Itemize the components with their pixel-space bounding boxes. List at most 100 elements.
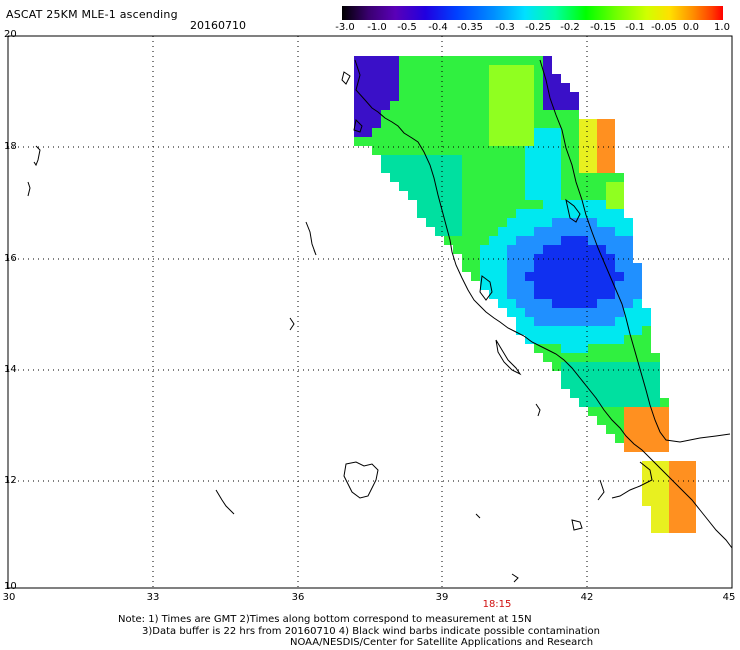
- swath-cell: [543, 110, 552, 119]
- swath-cell: [471, 119, 480, 128]
- swath-cell: [633, 443, 642, 452]
- swath-cell: [417, 74, 426, 83]
- swath-cell: [363, 128, 372, 137]
- swath-cell: [561, 272, 570, 281]
- swath-cell: [444, 164, 453, 173]
- swath-cell: [444, 182, 453, 191]
- swath-cell: [507, 263, 516, 272]
- swath-cell: [390, 83, 399, 92]
- swath-cell: [363, 110, 372, 119]
- swath-cell: [489, 245, 498, 254]
- swath-cell: [552, 218, 561, 227]
- swath-cell: [444, 119, 453, 128]
- swath-cell: [435, 155, 444, 164]
- swath-cell: [516, 137, 525, 146]
- swath-cell: [426, 182, 435, 191]
- product-date: 20160710: [190, 19, 246, 32]
- swath-cell: [408, 83, 417, 92]
- swath-cell: [534, 308, 543, 317]
- swath-cell: [642, 353, 651, 362]
- swath-cell: [624, 344, 633, 353]
- swath-cell: [588, 371, 597, 380]
- swath-cell: [570, 344, 579, 353]
- swath-cell: [534, 191, 543, 200]
- swath-cell: [480, 101, 489, 110]
- swath-cell: [570, 380, 579, 389]
- swath-cell: [489, 173, 498, 182]
- swath-cell: [624, 389, 633, 398]
- swath-cell: [498, 281, 507, 290]
- swath-cell: [453, 155, 462, 164]
- swath-cell: [498, 200, 507, 209]
- colorbar-labels: -3.0 -1.0 -0.5 -0.4 -0.35 -0.3 -0.25 -0.…: [330, 22, 735, 36]
- swath-cell: [408, 128, 417, 137]
- swath-cell: [354, 128, 363, 137]
- swath-cell: [570, 191, 579, 200]
- swath-cell: [642, 308, 651, 317]
- swath-cell: [435, 164, 444, 173]
- swath-cell: [390, 128, 399, 137]
- swath-cell: [606, 164, 615, 173]
- swath-cell: [588, 380, 597, 389]
- swath-cell: [588, 218, 597, 227]
- swath-cell: [651, 515, 660, 524]
- swath-cell: [498, 290, 507, 299]
- swath-cell: [381, 128, 390, 137]
- swath-cell: [462, 110, 471, 119]
- lat-label: 12: [4, 475, 17, 486]
- swath-cell: [516, 308, 525, 317]
- swath-cell: [615, 335, 624, 344]
- swath-cell: [525, 128, 534, 137]
- swath-cell: [480, 209, 489, 218]
- swath-cell: [606, 416, 615, 425]
- swath-cell: [480, 155, 489, 164]
- swath-cell: [552, 209, 561, 218]
- lon-label: 30: [2, 592, 16, 603]
- swath-cell: [399, 182, 408, 191]
- swath-cell: [507, 110, 516, 119]
- swath-cell: [615, 191, 624, 200]
- swath-cell: [534, 236, 543, 245]
- swath-cell: [489, 218, 498, 227]
- note-line-1: Note: 1) Times are GMT 2)Times along bot…: [118, 614, 532, 625]
- swath-cell: [642, 398, 651, 407]
- swath-cell: [588, 128, 597, 137]
- swath-cell: [408, 155, 417, 164]
- swath-cell: [462, 182, 471, 191]
- swath-cell: [624, 443, 633, 452]
- swath-cell: [417, 110, 426, 119]
- swath-cell: [453, 110, 462, 119]
- swath-cell: [552, 137, 561, 146]
- swath-cell: [615, 308, 624, 317]
- swath-cell: [426, 119, 435, 128]
- swath-cell: [606, 146, 615, 155]
- swath-cell: [453, 128, 462, 137]
- swath-cell: [651, 389, 660, 398]
- swath-cell: [399, 137, 408, 146]
- swath-cell: [399, 56, 408, 65]
- swath-cell: [633, 371, 642, 380]
- swath-cell: [444, 200, 453, 209]
- swath-cell: [444, 65, 453, 74]
- swath-cell: [552, 245, 561, 254]
- swath-cell: [534, 173, 543, 182]
- swath-cell: [552, 326, 561, 335]
- colorbar-tick: -0.25: [525, 22, 551, 33]
- swath-cell: [507, 200, 516, 209]
- swath-cell: [399, 146, 408, 155]
- swath-cell: [507, 227, 516, 236]
- swath-cell: [561, 353, 570, 362]
- swath-cell: [543, 335, 552, 344]
- swath-cell: [579, 191, 588, 200]
- swath-cell: [615, 182, 624, 191]
- swath-cell: [525, 308, 534, 317]
- swath-cell: [597, 182, 606, 191]
- swath-cell: [615, 317, 624, 326]
- swath-cell: [606, 155, 615, 164]
- swath-cell: [516, 281, 525, 290]
- swath-cell: [579, 146, 588, 155]
- swath-cell: [561, 128, 570, 137]
- swath-cell: [588, 200, 597, 209]
- swath-cell: [417, 209, 426, 218]
- swath-cell: [390, 164, 399, 173]
